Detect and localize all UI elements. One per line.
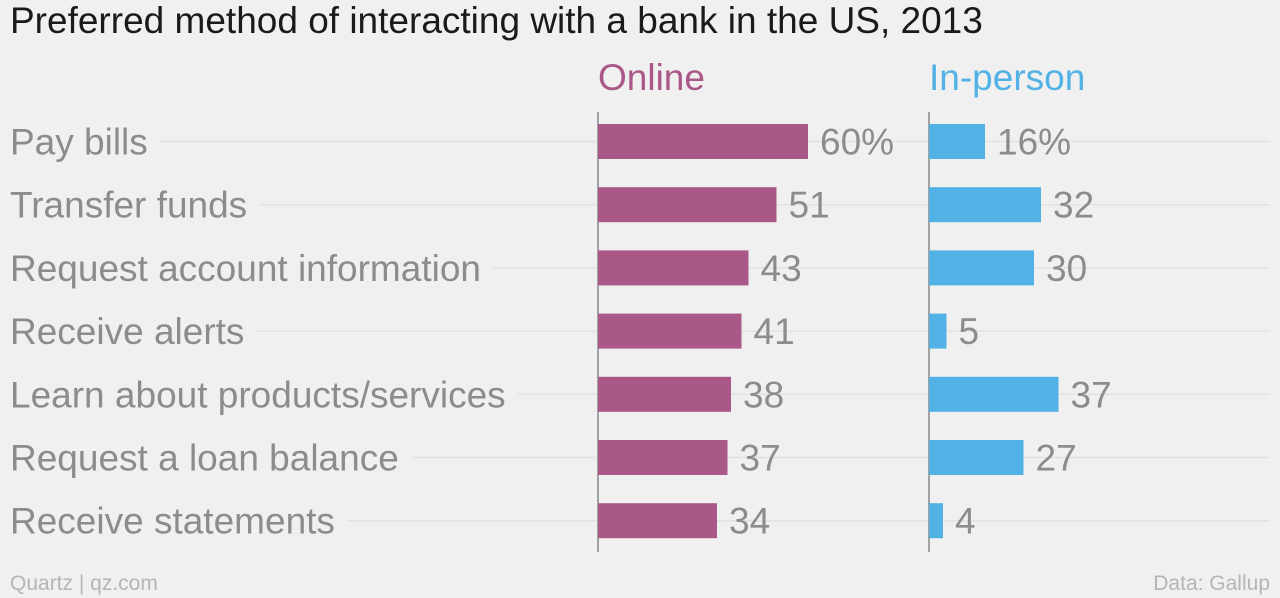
value-label: 30 <box>1046 248 1087 289</box>
value-label: 16% <box>997 122 1071 163</box>
value-label: 32 <box>1053 185 1094 226</box>
bar-online <box>598 187 777 223</box>
value-label: 34 <box>729 501 770 542</box>
category-label: Request account information <box>10 248 481 289</box>
bar-online <box>598 313 742 349</box>
category-label: Learn about products/services <box>10 374 506 415</box>
value-label: 5 <box>959 311 980 352</box>
bar-in-person <box>929 503 943 539</box>
bar-in-person <box>929 376 1059 412</box>
value-label: 37 <box>740 438 781 479</box>
bar-in-person <box>929 313 947 349</box>
footer-credit: Quartz | qz.com <box>10 572 158 595</box>
bar-online <box>598 376 731 412</box>
value-label: 43 <box>761 248 802 289</box>
series-title: In-person <box>929 57 1085 98</box>
chart-title: Preferred method of interacting with a b… <box>10 0 983 41</box>
value-label: 38 <box>743 374 784 415</box>
bar-in-person <box>929 124 985 159</box>
bar-in-person <box>929 440 1024 475</box>
category-label: Pay bills <box>10 122 148 163</box>
bar-in-person <box>929 250 1034 286</box>
bar-online <box>598 250 749 286</box>
value-label: 37 <box>1071 374 1112 415</box>
bar-in-person <box>929 187 1041 223</box>
value-label: 60% <box>820 122 894 163</box>
bar-online <box>598 440 728 475</box>
category-label: Request a loan balance <box>10 438 399 479</box>
category-label: Receive alerts <box>10 311 244 352</box>
bar-online <box>598 124 808 159</box>
bars <box>598 124 1059 539</box>
series-title: Online <box>598 57 705 98</box>
category-label: Receive statements <box>10 501 335 542</box>
value-label: 51 <box>789 185 830 226</box>
category-label: Transfer funds <box>10 185 247 226</box>
value-label: 41 <box>754 311 795 352</box>
bar-online <box>598 503 717 539</box>
value-label: 4 <box>955 501 976 542</box>
labels: Pay bills 60% 16% Transfer funds 51 32 Request… <box>10 57 1112 542</box>
footer-source: Data: Gallup <box>1153 572 1270 595</box>
value-label: 27 <box>1036 438 1077 479</box>
